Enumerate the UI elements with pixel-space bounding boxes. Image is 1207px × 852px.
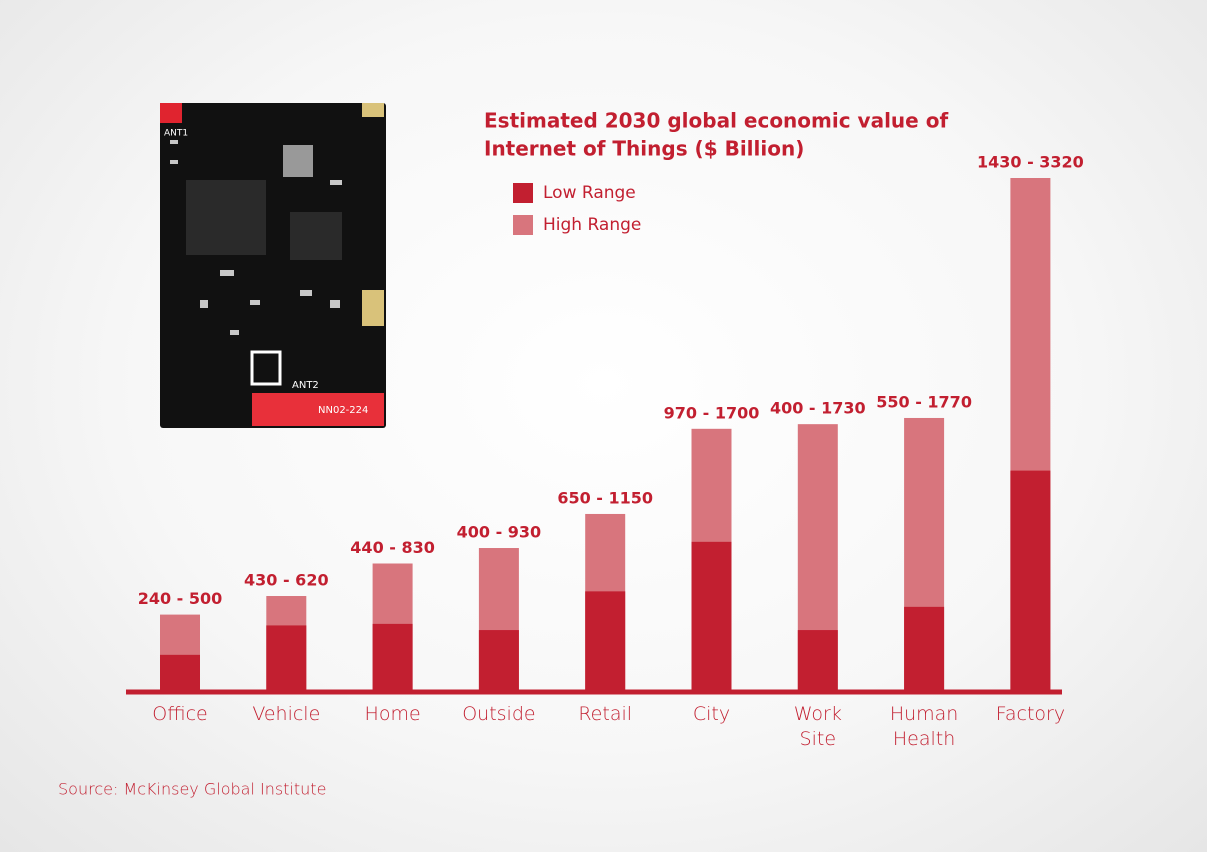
x-tick-label: Retail [578,703,633,725]
data-label: 1430 - 3320 [977,153,1084,172]
x-tick-label: Office [152,703,208,725]
chip [290,212,342,260]
x-tick-label: Human Health [889,703,959,750]
bar [266,625,307,692]
data-label: 240 - 500 [138,589,223,608]
data-label: 440 - 830 [350,538,435,557]
bar [1010,470,1051,692]
chart-subtitle: Internet of Things ($ Billion) [484,137,804,161]
pad [362,290,384,326]
data-label: 550 - 1770 [876,392,972,411]
pcb [160,103,386,428]
bar [797,630,838,692]
logo-c [250,350,282,386]
legend-label: High Range [543,215,641,235]
crystal [283,145,313,177]
x-tick-label: Outside [462,703,536,725]
photo-label: NN02-224 [318,405,368,416]
logo [160,103,182,123]
x-tick-label: Factory [995,703,1066,725]
data-label: 650 - 1150 [557,488,653,507]
product-photo: ANT1 ANT2 NN02-224 [160,103,386,428]
data-label: 970 - 1700 [664,403,760,422]
chart-title: Estimated 2030 global economic value of [484,109,948,133]
data-label: 400 - 930 [457,523,542,542]
data-label: 430 - 620 [244,571,329,590]
data-label: 400 - 1730 [770,399,866,418]
x-tick-label: Home [364,703,421,725]
x-tick-label: Work Site [793,703,842,750]
x-tick-label: City [692,703,731,725]
photo-label: ANT2 [292,380,319,391]
bar [372,623,413,692]
source: Source: McKinsey Global Institute [58,780,326,799]
bar [478,630,519,692]
pad [362,103,384,117]
bar [160,654,200,692]
photo-label: ANT1 [164,129,188,139]
chip [186,180,266,255]
bar [691,541,732,692]
bar [585,591,626,692]
legend-swatch [513,183,533,203]
x-tick-label: Vehicle [252,703,321,725]
legend-swatch [513,215,533,235]
bar [904,606,945,692]
traces [170,140,342,335]
logo-pad [252,393,384,426]
legend-label: Low Range [543,183,636,203]
